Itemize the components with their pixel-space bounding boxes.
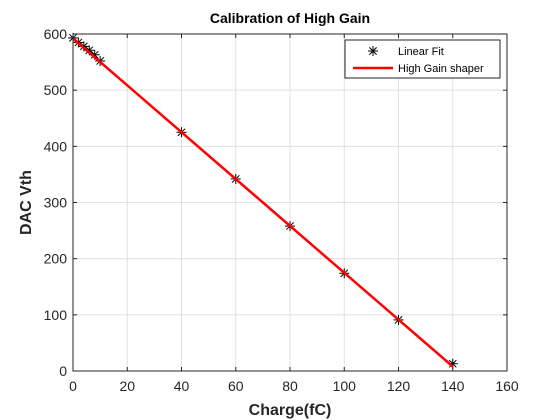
x-tick-label: 0 — [69, 378, 77, 394]
x-tick-label: 160 — [495, 378, 519, 394]
x-tick-label: 140 — [441, 378, 465, 394]
y-tick-label: 400 — [44, 138, 68, 154]
x-tick-label: 20 — [119, 378, 135, 394]
legend: Linear Fit High Gain shaper — [344, 39, 501, 79]
y-axis-title: DAC Vth — [18, 170, 35, 235]
series-line-high-gain-shaper — [72, 37, 454, 368]
legend-marker-linear-fit — [368, 46, 378, 56]
y-tick-label: 300 — [44, 195, 68, 211]
y-tick-label: 100 — [44, 307, 68, 323]
x-tick-label: 120 — [387, 378, 411, 394]
legend-label-high-gain-shaper: High Gain shaper — [398, 63, 484, 75]
x-tick-label: 100 — [333, 378, 357, 394]
y-tick-label: 200 — [44, 251, 68, 267]
x-axis-title: Charge(fC) — [249, 402, 332, 419]
y-tick-label: 500 — [44, 82, 68, 98]
x-tick-label: 60 — [228, 378, 244, 394]
y-tick-label: 600 — [44, 26, 68, 42]
chart-title: Calibration of High Gain — [210, 10, 370, 26]
x-tick-label: 80 — [282, 378, 298, 394]
axis-ticks: 0 20 40 60 80 100 120 140 160 0 100 200 300 400 500 600 — [44, 26, 519, 394]
plot-series — [68, 32, 458, 369]
legend-label-linear-fit: Linear Fit — [398, 46, 444, 58]
x-tick-label: 40 — [174, 378, 190, 394]
y-tick-label: 0 — [59, 363, 67, 379]
legend-box — [344, 39, 501, 79]
